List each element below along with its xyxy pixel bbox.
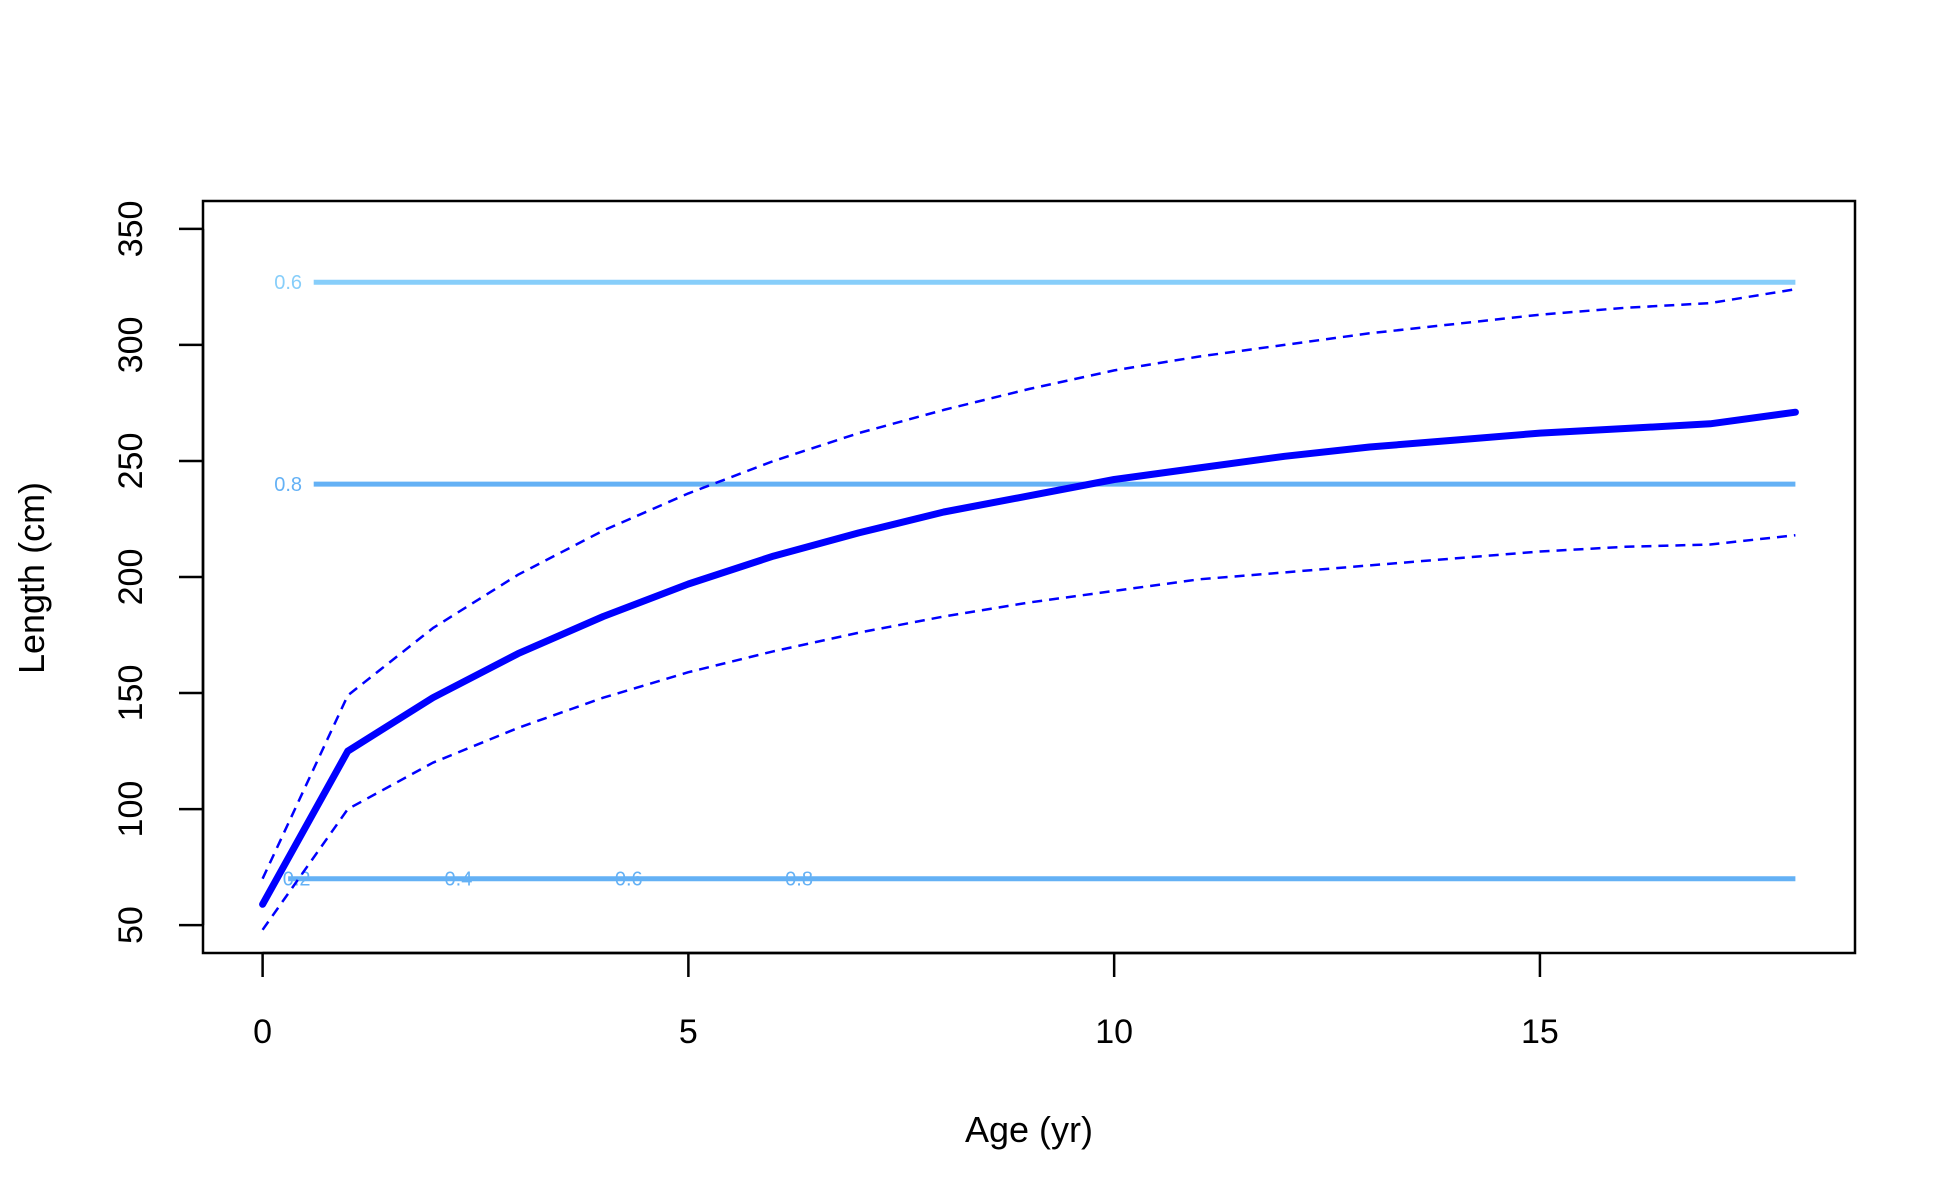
contour-layer: 0.60.80.2 0.4 0.6 0.8	[274, 272, 1796, 891]
contour-label-2-2: 0.6	[615, 869, 643, 891]
series-line-0	[259, 408, 1799, 908]
y-tick-label-250: 250	[112, 433, 150, 490]
y-axis-title: Length (cm)	[11, 482, 52, 674]
series-line-2	[261, 533, 1796, 931]
x-tick-label-0: 0	[253, 1013, 272, 1051]
x-axis-title: Age (yr)	[965, 1109, 1093, 1150]
y-tick-label-300: 300	[112, 317, 150, 374]
contour-label-2-1: 0.4	[445, 869, 473, 891]
y-tick-label-100: 100	[112, 781, 150, 838]
contour-label-0-0: 0.6	[274, 272, 302, 294]
y-tick-label-50: 50	[112, 906, 150, 944]
series-line-1	[261, 287, 1796, 880]
series-layer	[259, 287, 1799, 931]
y-tick-label-200: 200	[112, 549, 150, 606]
y-tick-label-350: 350	[112, 201, 150, 258]
y-axis: 50 100 150 200 250 300 350	[112, 201, 205, 944]
x-tick-label-15: 15	[1521, 1013, 1559, 1051]
contour-label-1-0: 0.8	[274, 474, 302, 496]
x-tick-label-5: 5	[679, 1013, 698, 1051]
plot-frame	[201, 199, 1857, 955]
y-tick-label-150: 150	[112, 665, 150, 722]
x-tick-label-10: 10	[1095, 1013, 1133, 1051]
x-axis: 0 5 10 15	[253, 951, 1559, 1051]
contour-label-2-3: 0.8	[785, 869, 813, 891]
